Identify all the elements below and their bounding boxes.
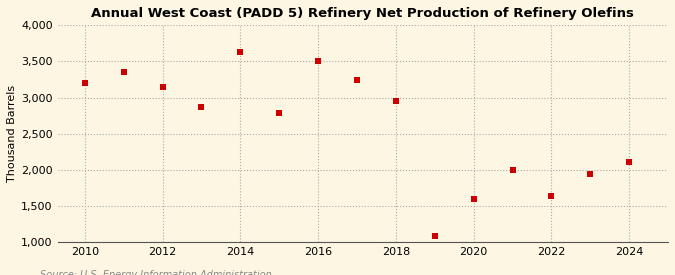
Point [624, 160, 634, 164]
Point [390, 99, 401, 103]
Point [507, 168, 518, 172]
Point [429, 233, 440, 238]
Point [235, 50, 246, 54]
Point [585, 172, 596, 177]
Point [118, 70, 129, 75]
Point [313, 59, 323, 64]
Text: Source: U.S. Energy Information Administration: Source: U.S. Energy Information Administ… [40, 271, 272, 275]
Point [196, 105, 207, 109]
Title: Annual West Coast (PADD 5) Refinery Net Production of Refinery Olefins: Annual West Coast (PADD 5) Refinery Net … [91, 7, 634, 20]
Point [274, 111, 285, 116]
Point [80, 81, 90, 85]
Point [468, 197, 479, 201]
Point [157, 84, 168, 89]
Point [546, 194, 557, 198]
Point [352, 77, 362, 82]
Y-axis label: Thousand Barrels: Thousand Barrels [7, 85, 17, 182]
